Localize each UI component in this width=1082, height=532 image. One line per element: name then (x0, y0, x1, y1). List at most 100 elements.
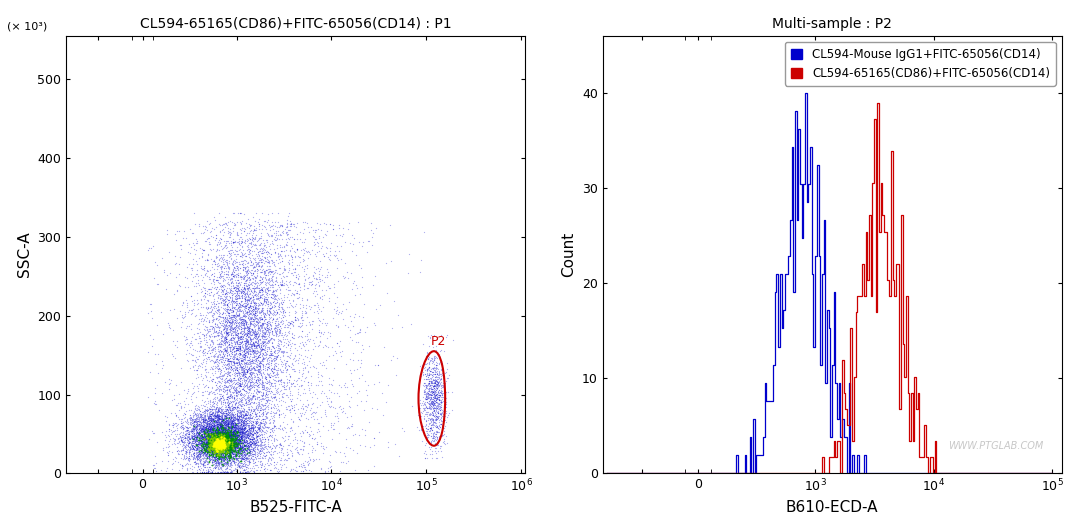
Point (196, 456, 213, 465)
Point (204, 442, 222, 450)
Point (214, 439, 232, 447)
Point (216, 379, 234, 387)
Point (275, 342, 292, 351)
Point (237, 463, 254, 472)
Point (216, 437, 234, 446)
Point (236, 263, 253, 271)
Point (217, 319, 235, 328)
Point (280, 378, 298, 386)
Point (172, 453, 189, 462)
Point (225, 422, 242, 430)
Point (167, 259, 184, 268)
Point (223, 430, 240, 438)
Point (206, 450, 223, 458)
Point (219, 427, 236, 436)
Point (245, 459, 262, 467)
Point (421, 387, 438, 395)
Point (219, 440, 236, 448)
Point (240, 306, 258, 314)
Point (256, 403, 274, 412)
Point (203, 437, 221, 446)
Point (227, 344, 245, 352)
Point (256, 330, 274, 338)
Point (258, 387, 275, 396)
Point (203, 443, 221, 452)
Point (210, 448, 227, 456)
Point (266, 393, 283, 401)
Point (186, 429, 203, 437)
Point (259, 362, 276, 371)
Point (195, 425, 212, 434)
Point (243, 310, 261, 319)
Point (219, 428, 236, 436)
Point (217, 390, 235, 398)
Point (250, 431, 267, 440)
Point (226, 426, 243, 434)
Point (199, 429, 216, 438)
Point (222, 419, 239, 428)
Point (238, 427, 255, 435)
Point (227, 310, 245, 319)
Point (232, 417, 249, 425)
Point (424, 363, 441, 372)
Point (229, 426, 247, 435)
Point (256, 373, 274, 381)
Point (215, 431, 233, 439)
Point (425, 387, 443, 396)
Point (193, 460, 210, 469)
Point (234, 412, 251, 420)
Point (212, 435, 229, 443)
Point (184, 351, 201, 360)
Point (238, 410, 255, 419)
Point (241, 329, 259, 338)
Point (278, 238, 295, 246)
Point (236, 422, 253, 431)
Point (246, 301, 263, 309)
Point (201, 412, 219, 421)
Point (224, 428, 241, 436)
Point (224, 450, 241, 458)
Point (209, 440, 226, 448)
Point (241, 424, 259, 433)
Point (226, 434, 243, 442)
Point (227, 286, 245, 295)
Point (225, 432, 242, 440)
Point (233, 455, 250, 464)
Point (196, 331, 213, 339)
Point (262, 393, 279, 402)
Point (220, 411, 237, 419)
Point (213, 447, 230, 456)
Point (246, 375, 263, 383)
Point (220, 337, 237, 345)
Point (258, 403, 275, 411)
Point (219, 447, 236, 456)
Point (192, 428, 209, 436)
Point (245, 450, 262, 458)
Point (200, 220, 217, 229)
Point (260, 431, 277, 440)
Point (275, 279, 292, 287)
Point (241, 366, 259, 375)
Point (226, 286, 243, 295)
Point (192, 339, 209, 347)
Point (195, 320, 212, 329)
Point (202, 446, 220, 454)
Point (188, 454, 206, 463)
Point (185, 330, 202, 338)
Point (230, 462, 248, 471)
Point (424, 377, 441, 385)
Point (232, 359, 249, 368)
Point (426, 401, 444, 410)
Point (235, 419, 252, 427)
Point (227, 290, 245, 299)
Point (232, 425, 249, 434)
Point (252, 273, 269, 281)
Point (233, 422, 250, 431)
Point (185, 434, 202, 443)
Point (209, 422, 226, 431)
Point (216, 256, 234, 265)
Point (194, 330, 211, 338)
Point (269, 249, 287, 257)
Point (234, 314, 251, 323)
Point (220, 442, 237, 450)
